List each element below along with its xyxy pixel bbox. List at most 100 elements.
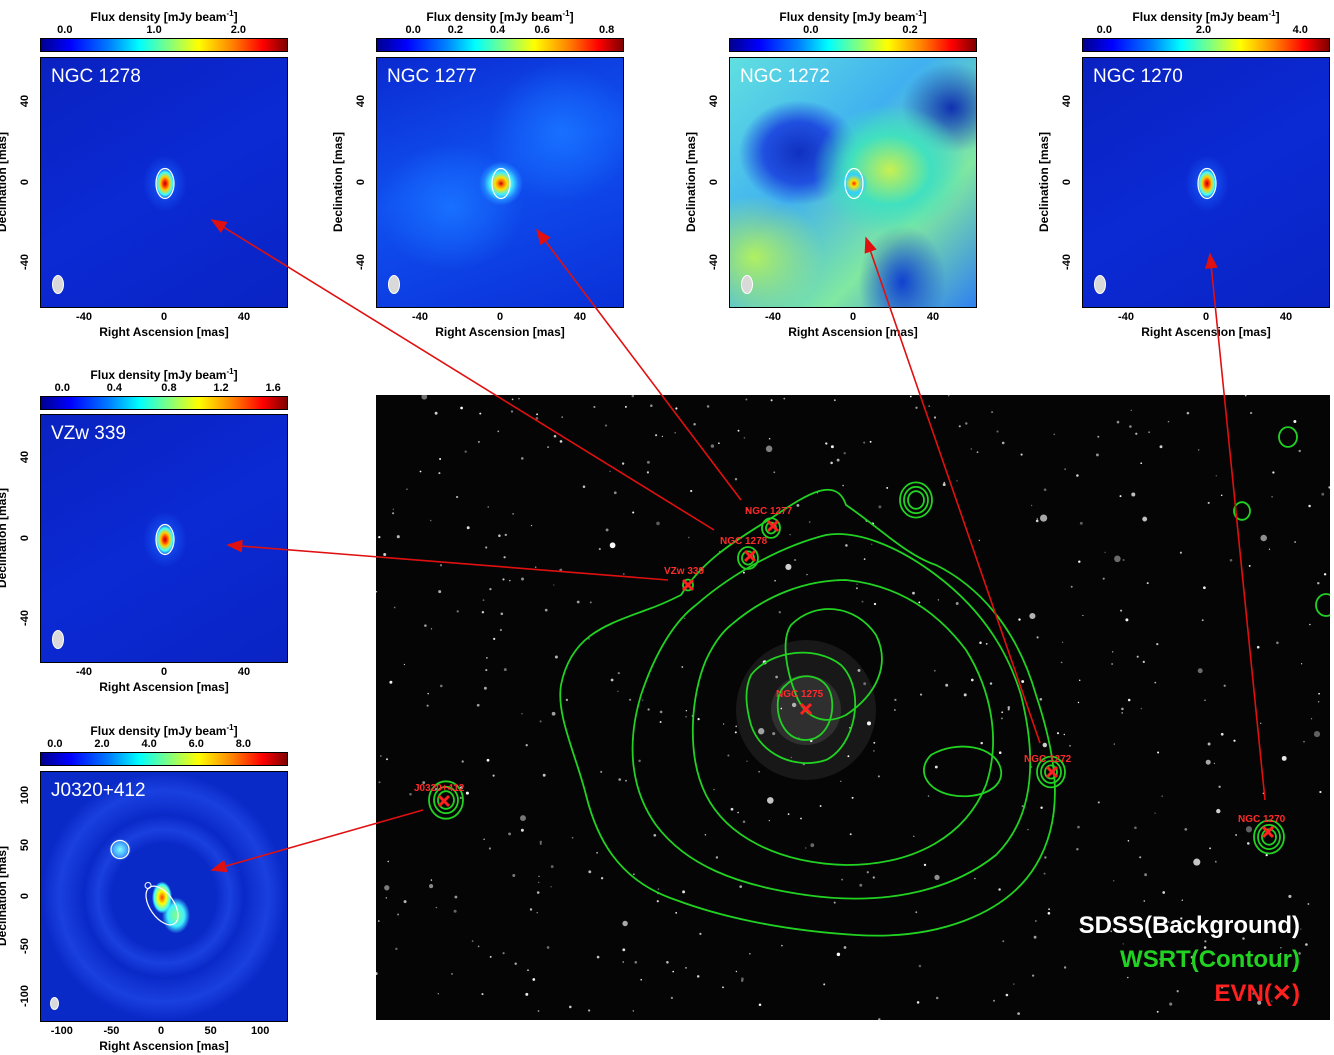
- star: [1220, 986, 1224, 989]
- star: [836, 952, 841, 957]
- star: [1039, 514, 1048, 522]
- star: [535, 417, 539, 420]
- star: [1097, 435, 1100, 438]
- star: [773, 471, 776, 474]
- flux-map-vzw339: VZw 339: [40, 414, 288, 663]
- star: [785, 563, 792, 570]
- star: [742, 571, 745, 574]
- wsrt-contour: [682, 578, 694, 592]
- x-tick-label: -40: [1118, 311, 1134, 323]
- star: [600, 770, 603, 773]
- source-contour: [155, 167, 175, 200]
- star: [1017, 1012, 1020, 1015]
- star: [479, 412, 482, 415]
- x-tick-label: 0: [496, 311, 504, 323]
- wsrt-contour: [559, 488, 1056, 937]
- star: [392, 508, 394, 510]
- star: [857, 668, 861, 672]
- x-tick-label: 100: [251, 1025, 270, 1037]
- star: [934, 765, 938, 769]
- star: [768, 819, 770, 822]
- x-tick-label: 0: [1202, 311, 1210, 323]
- colorbar-tick-label: 2.0: [94, 738, 110, 750]
- y-tick-label: -100: [19, 984, 31, 1007]
- star: [878, 505, 882, 509]
- star: [790, 756, 793, 759]
- star: [1321, 492, 1325, 496]
- star: [600, 877, 604, 880]
- star: [638, 759, 641, 763]
- x-tick-label: -100: [50, 1025, 73, 1037]
- star: [438, 472, 441, 475]
- star: [916, 1001, 920, 1004]
- star: [780, 707, 783, 710]
- colorbar: [40, 752, 288, 766]
- star: [1154, 681, 1157, 684]
- star: [1176, 990, 1179, 993]
- star: [618, 778, 621, 781]
- source-contour: [844, 167, 864, 200]
- wsrt-contour: [1257, 823, 1281, 850]
- star: [1148, 431, 1151, 434]
- y-tick-label: 40: [708, 94, 720, 107]
- star: [609, 470, 611, 472]
- star: [536, 912, 538, 914]
- colorbar: [729, 38, 977, 52]
- star: [1262, 792, 1265, 795]
- star: [1197, 668, 1203, 674]
- star: [653, 833, 657, 837]
- star: [378, 781, 381, 784]
- star: [845, 544, 848, 547]
- star: [1122, 943, 1124, 945]
- star: [718, 442, 720, 445]
- star: [661, 435, 664, 438]
- star: [403, 900, 407, 904]
- star: [488, 847, 491, 850]
- star: [1120, 609, 1123, 612]
- star: [561, 416, 563, 418]
- star: [624, 405, 627, 408]
- star: [1279, 952, 1282, 955]
- star: [666, 961, 669, 964]
- star: [550, 886, 552, 888]
- star: [918, 964, 922, 968]
- star: [1162, 891, 1166, 894]
- star: [1218, 785, 1221, 788]
- colorbar-title: Flux density [mJy beam-1]: [90, 367, 238, 382]
- star: [970, 678, 974, 682]
- star: [886, 486, 889, 489]
- star: [1082, 614, 1084, 617]
- star: [476, 703, 480, 707]
- star: [1007, 706, 1011, 709]
- star: [1001, 441, 1005, 445]
- star: [532, 978, 536, 981]
- star: [674, 432, 676, 434]
- evn-source-marker: [437, 794, 451, 808]
- star: [1047, 912, 1051, 915]
- x-tick-label: 40: [1279, 311, 1293, 323]
- wsrt-contour: [1044, 764, 1058, 780]
- star: [1144, 873, 1147, 877]
- star: [1191, 962, 1193, 964]
- star: [955, 602, 959, 605]
- star: [783, 397, 786, 400]
- star: [617, 671, 620, 675]
- star: [1271, 495, 1273, 498]
- x-tick-label: 40: [237, 311, 251, 323]
- star: [1056, 732, 1060, 735]
- star: [435, 906, 438, 909]
- star: [588, 870, 592, 874]
- star: [1190, 955, 1194, 959]
- star: [1143, 900, 1146, 902]
- star: [386, 758, 388, 761]
- star: [511, 398, 514, 401]
- star: [843, 946, 847, 949]
- star: [1139, 856, 1142, 859]
- star: [539, 720, 542, 723]
- star: [758, 770, 760, 773]
- flux-map-ngc1277: NGC 1277: [376, 57, 624, 308]
- star: [1129, 425, 1132, 428]
- star: [1001, 711, 1004, 714]
- star: [794, 558, 797, 562]
- y-axis-label: Declination [mas]: [684, 131, 698, 232]
